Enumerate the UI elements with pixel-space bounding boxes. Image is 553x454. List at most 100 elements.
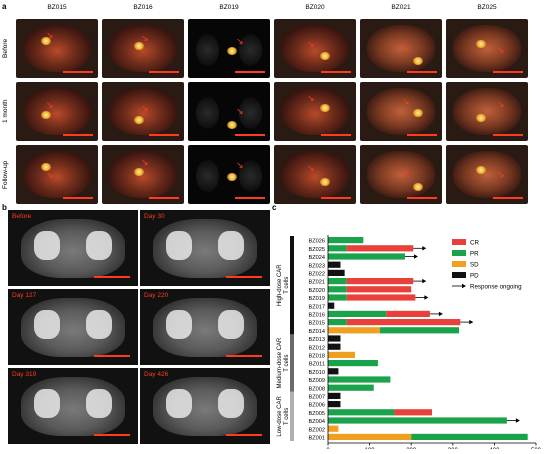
ongoing-arrow-icon	[438, 311, 443, 317]
uptake-spot	[134, 42, 144, 50]
scale-bar	[493, 71, 523, 73]
pet-ct-image: ↘	[102, 145, 184, 204]
body-cross-section	[280, 24, 350, 73]
patient-id-label: BZ020	[309, 288, 325, 294]
response-bar-segment	[328, 327, 380, 334]
patient-id-label: BZ024	[309, 255, 325, 261]
pelvic-bone-left	[166, 389, 192, 419]
dose-group-label: T cells	[284, 277, 290, 294]
pet-row-label: Follow-up	[2, 160, 9, 189]
pet-row-label: Before	[2, 38, 9, 59]
uptake-spot	[41, 163, 51, 171]
response-bar-segment	[328, 392, 341, 399]
lesion-arrow-icon: ↘	[497, 45, 505, 55]
pet-ct-image: ↘	[102, 82, 184, 141]
response-bar-segment	[328, 286, 347, 293]
scale-bar	[321, 134, 351, 136]
lesion-arrow-icon: ↘	[307, 163, 315, 173]
pet-ct-image: ↘	[274, 19, 356, 78]
ct-timepoint-label: Day 30	[144, 213, 165, 220]
scale-bar	[407, 71, 437, 73]
body-cross-section	[366, 87, 436, 136]
response-bar-segment	[328, 360, 378, 367]
ongoing-arrow-icon	[422, 246, 427, 251]
patient-id-label: BZ006	[309, 403, 325, 409]
body-cross-section	[108, 150, 178, 199]
dose-group-bar	[290, 236, 294, 335]
scale-bar	[226, 276, 262, 278]
response-bar-segment	[394, 409, 432, 416]
response-bar-segment	[346, 278, 414, 285]
pet-ct-image: ↘	[16, 82, 98, 141]
legend-label: PR	[470, 251, 479, 258]
patient-id-label: BZ001	[309, 436, 325, 442]
ongoing-arrow-icon	[424, 295, 429, 300]
response-bar-segment	[328, 294, 347, 301]
panel-a-letter: a	[2, 2, 7, 11]
pet-ct-image: ↘	[360, 82, 442, 141]
response-bar-segment	[328, 351, 356, 358]
patient-id-label: BZ013	[309, 337, 325, 343]
uptake-spot	[320, 52, 330, 60]
pet-ct-image: ↘	[188, 19, 270, 78]
dose-group-label: T cells	[284, 408, 290, 425]
pet-ct-image: ↘	[102, 19, 184, 78]
scale-bar	[235, 134, 265, 136]
lesion-arrow-icon: ↘	[236, 36, 244, 46]
response-bar-segment	[380, 327, 460, 334]
body-cross-section	[238, 33, 262, 67]
legend-label: PD	[470, 273, 479, 280]
lesion-arrow-icon: ↘	[402, 42, 410, 52]
ct-timepoint-label: Day 220	[144, 292, 169, 299]
ongoing-arrow-icon	[422, 278, 427, 284]
dose-group-bar	[290, 334, 294, 392]
legend-arrow-icon	[462, 283, 466, 289]
scale-bar	[94, 276, 130, 278]
pelvic-bone-right	[86, 389, 112, 419]
scale-bar	[63, 134, 93, 136]
x-tick-label: 400	[489, 448, 500, 449]
uptake-spot	[134, 116, 144, 124]
body-cross-section	[238, 96, 262, 130]
uptake-spot	[227, 121, 237, 129]
scale-bar	[407, 197, 437, 199]
patient-id-label: BZ002	[309, 427, 325, 433]
pet-row-label: 1 month	[2, 99, 9, 124]
patient-id-label: BZ007	[309, 395, 325, 401]
body-cross-section	[196, 96, 220, 130]
patient-id-label: BZ015	[309, 321, 325, 327]
body-cross-section	[196, 159, 220, 193]
ct-scan-image: Day 319	[8, 368, 138, 444]
pet-column-header: BZ016	[133, 4, 153, 11]
pelvic-bone-left	[34, 310, 60, 340]
pet-ct-image: ↘	[360, 145, 442, 204]
uptake-spot	[476, 40, 486, 48]
response-bar-segment	[346, 245, 414, 252]
uptake-spot	[413, 109, 423, 117]
body-cross-section	[22, 150, 92, 199]
scale-bar	[235, 71, 265, 73]
uptake-spot	[41, 37, 51, 45]
uptake-spot	[476, 114, 486, 122]
scale-bar	[63, 71, 93, 73]
scale-bar	[226, 434, 262, 436]
lesion-arrow-icon: ↘	[141, 157, 149, 167]
body-cross-section	[452, 24, 522, 73]
lesion-arrow-icon: ↘	[46, 170, 54, 180]
lesion-arrow-icon: ↘	[236, 160, 244, 170]
dose-group-bar	[290, 391, 294, 441]
ct-scan-image: Day 127	[8, 289, 138, 365]
swimmer-plot: High-dose CAR T cells Medium-dose CAR T cel…	[270, 206, 550, 454]
patient-id-label: BZ004	[309, 419, 325, 425]
response-bar-segment	[346, 294, 416, 301]
body-cross-section	[108, 87, 178, 136]
legend-swatch	[452, 272, 466, 278]
pet-column-header: BZ021	[391, 4, 411, 11]
scale-bar	[149, 134, 179, 136]
uptake-spot	[227, 173, 237, 181]
response-bar-segment	[328, 319, 347, 326]
response-bar-segment	[328, 425, 339, 432]
body-cross-section	[238, 159, 262, 193]
body-cross-section	[366, 24, 436, 73]
patient-id-label: BZ019	[309, 296, 325, 302]
